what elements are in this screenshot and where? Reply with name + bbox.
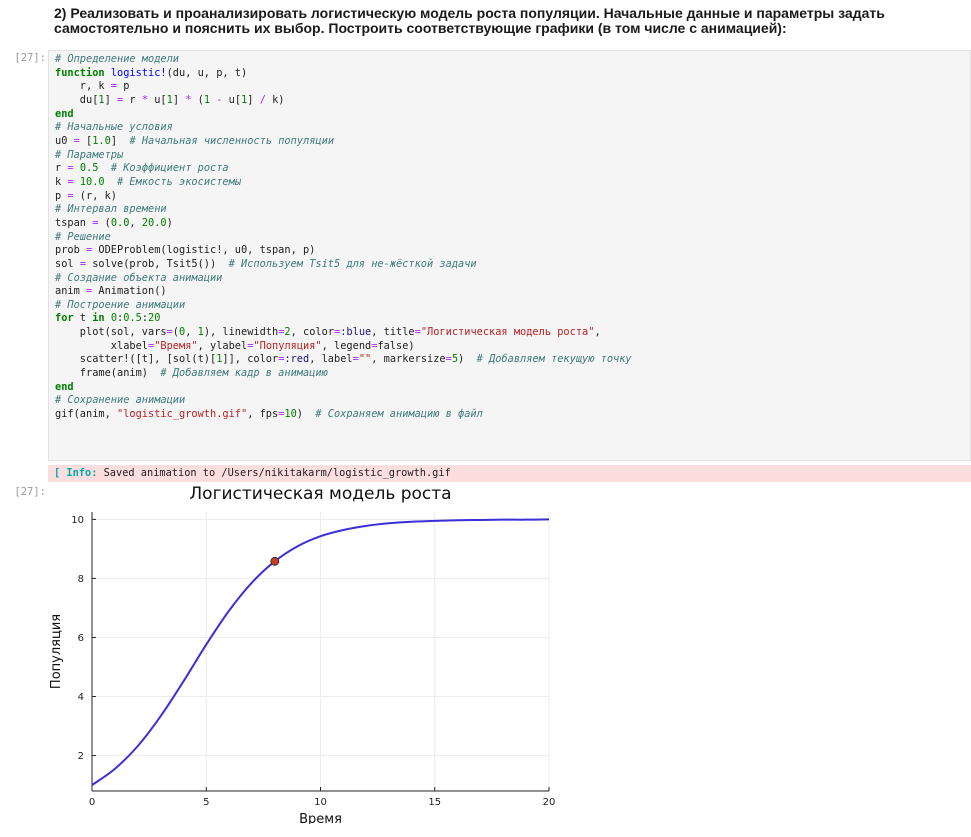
y-tick-label: 10 (71, 515, 84, 526)
x-tick-label: 10 (314, 797, 327, 808)
series-line (91, 518, 550, 786)
markdown-cell: 2) Реализовать и проанализировать логист… (54, 5, 885, 36)
x-axis-label: Время (299, 812, 342, 824)
y-tick-label: 2 (78, 751, 84, 762)
input-prompt: [27]: (14, 52, 46, 64)
info-message: Saved animation to /Users/nikitakarm/log… (97, 467, 451, 479)
x-tick-label: 15 (428, 797, 441, 808)
info-label: [ Info: (54, 467, 98, 479)
current-point-marker (270, 556, 280, 566)
code-editor[interactable]: # Определение модели function logistic!(… (55, 53, 632, 421)
x-tick-label: 20 (543, 797, 556, 808)
y-tick-label: 8 (78, 574, 84, 585)
output-prompt: [27]: (14, 486, 46, 498)
y-tick-label: 4 (78, 692, 84, 703)
x-tick-label: 5 (203, 797, 209, 808)
y-tick-label: 6 (78, 633, 84, 644)
output-stderr: [ Info: Saved animation to /Users/nikita… (48, 465, 971, 482)
code-cell[interactable]: # Определение модели function logistic!(… (48, 50, 971, 461)
chart-title: Логистическая модель роста (189, 484, 451, 504)
x-tick-label: 0 (89, 797, 95, 808)
logistic-growth-chart: 0 5 10 15 20 2 4 6 8 10 Логистическая модель роста… (49, 484, 556, 824)
y-axis-label: Популяция (49, 614, 64, 689)
